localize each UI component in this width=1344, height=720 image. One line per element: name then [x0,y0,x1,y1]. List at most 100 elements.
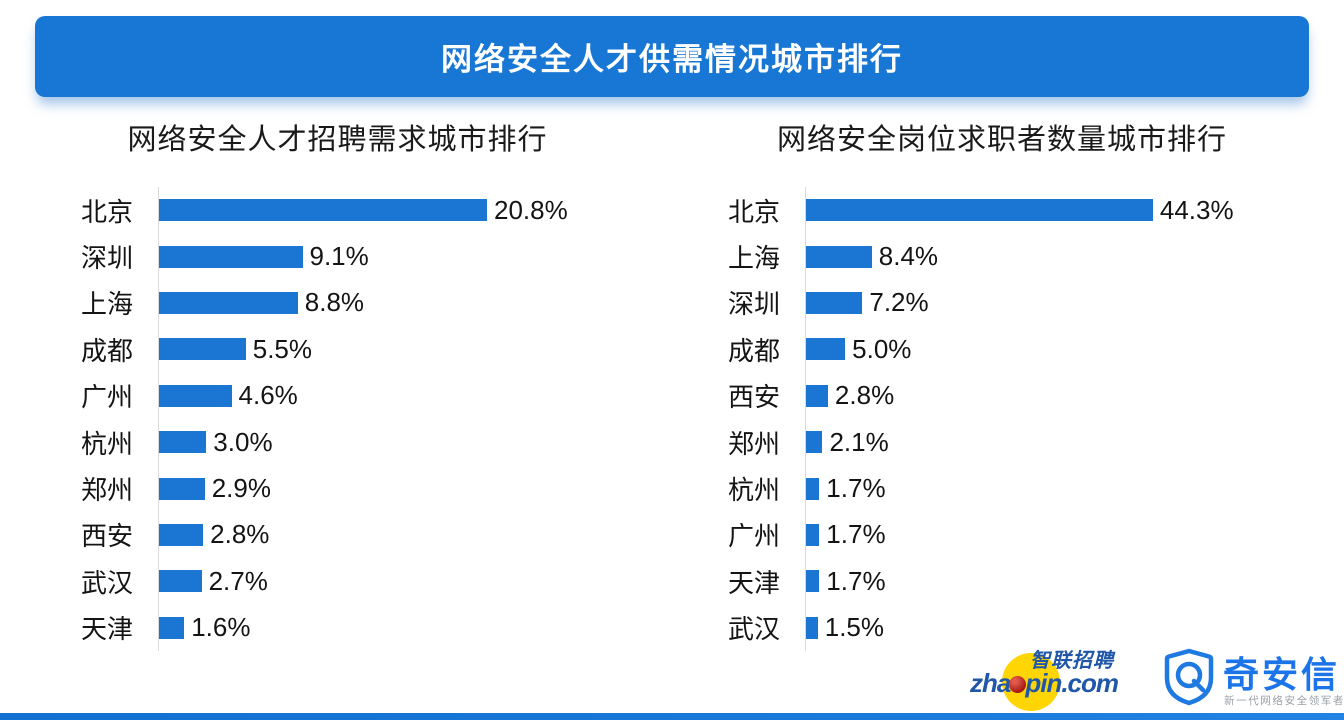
value-label: 5.5% [252,333,312,364]
category-label: 上海 [727,243,780,274]
bar-track: 1.7% [805,558,1344,605]
bar [159,245,303,268]
zhaopin-cn-text: 智联招聘 [1030,650,1114,672]
value-label: 2.7% [208,565,268,596]
category-label: 北京 [80,196,133,227]
bar [159,477,205,500]
bar [159,384,232,407]
jobseeker-chart-title: 网络安全岗位求职者数量城市排行 [776,124,1227,156]
zhaopin-domain-suffix: pin.com [1025,668,1119,698]
qianxin-shield-icon [1164,648,1214,706]
value-label: 1.7% [826,565,886,596]
bar [159,523,204,546]
bar-track: 4.6% [158,372,660,419]
jobseeker-chart: 网络安全岗位求职者数量城市排行 北京 44.3% 上海 8.4% 深圳 7.2% 成都 5.0… [707,120,1344,651]
value-label: 4.6% [238,380,298,411]
bar-track: 3.0% [158,418,660,466]
footer-strip [0,713,1344,720]
bar [806,431,823,454]
bar-row: 天津 1.6% [60,604,660,651]
bar [159,570,202,593]
value-label: 20.8% [494,194,568,225]
category-label: 武汉 [727,614,780,645]
zhaopin-red-dot-icon [1009,676,1027,693]
category-label: 西安 [727,382,780,413]
bar-row: 上海 8.4% [707,233,1344,280]
qianxin-tagline: 新一代网络安全领军者 [1224,695,1344,707]
category-label: 成都 [727,335,780,366]
value-label: 2.1% [829,426,889,457]
category-label: 深圳 [727,289,780,320]
bar-row: 广州 1.7% [707,511,1344,559]
qianxin-name: 奇安信 [1223,654,1341,695]
bar [159,291,298,314]
bar [806,616,818,639]
bar-track: 2.8% [158,511,660,559]
category-label: 武汉 [80,567,133,598]
value-label: 1.7% [826,519,886,550]
category-label: 北京 [727,196,780,227]
demand-chart-title: 网络安全人才招聘需求城市排行 [127,124,548,156]
bar-row: 西安 2.8% [60,511,660,559]
header-banner: 网络安全人才供需情况城市排行 [35,16,1309,97]
demand-chart: 网络安全人才招聘需求城市排行 北京 20.8% 深圳 9.1% 上海 8.8% 成都 5.5%… [60,120,660,651]
qianxin-logo: 奇安信 新一代网络安全领军者 [1163,646,1343,710]
value-label: 44.3% [1159,194,1234,225]
bar [806,384,828,407]
jobseeker-chart-plot: 北京 44.3% 上海 8.4% 深圳 7.2% 成都 5.0% 西安 2.8% 郑州 2.1% 杭州 1… [707,187,1344,651]
bar [806,291,863,314]
value-label: 2.8% [834,380,895,411]
bar-row: 深圳 9.1% [60,233,660,280]
bar [159,431,207,454]
bar-track: 44.3% [805,187,1344,234]
demand-chart-plot: 北京 20.8% 深圳 9.1% 上海 8.8% 成都 5.5% 广州 4.6% 杭州 3.0% 郑州 2… [60,187,660,651]
value-label: 2.8% [210,519,270,550]
page-title: 网络安全人才供需情况城市排行 [441,42,903,77]
value-label: 2.9% [211,473,271,504]
bar-track: 2.8% [805,372,1344,419]
category-label: 郑州 [80,475,133,506]
value-label: 1.6% [191,612,251,643]
bar-row: 北京 20.8% [60,187,660,234]
bar-row: 武汉 2.7% [60,558,660,605]
bar-row: 成都 5.5% [60,326,660,373]
bar [159,199,488,222]
footer-logos: 智联招聘 zha pin.com 奇安信 新一代网络安全领军者 [960,640,1344,712]
bar-track: 9.1% [158,233,660,280]
category-label: 杭州 [727,475,780,506]
bar [806,523,820,546]
bar-row: 杭州 3.0% [60,418,660,466]
bar [806,338,846,361]
bar-track: 1.7% [805,511,1344,559]
bar-row: 成都 5.0% [707,326,1344,373]
bar-track: 1.7% [805,465,1344,512]
category-label: 杭州 [80,428,133,459]
bar-track: 2.7% [158,558,660,605]
zhaopin-domain-text: zha pin.com [970,668,1119,699]
bar-track: 8.4% [805,233,1344,280]
bar-row: 杭州 1.7% [707,465,1344,512]
category-label: 成都 [80,335,133,366]
category-label: 天津 [727,567,780,598]
category-label: 郑州 [727,428,780,459]
category-label: 广州 [80,382,133,413]
category-label: 天津 [80,614,133,645]
bar-row: 郑州 2.9% [60,465,660,512]
value-label: 1.5% [824,612,884,643]
bar-row: 郑州 2.1% [707,418,1344,466]
category-label: 深圳 [80,243,133,274]
bar-row: 北京 44.3% [707,187,1344,234]
bar-track: 5.0% [805,326,1344,373]
bar [806,477,820,500]
category-label: 广州 [727,521,780,552]
bar [159,338,246,361]
category-label: 上海 [80,289,133,320]
bar [806,570,820,593]
value-label: 7.2% [869,287,929,318]
bar-track: 5.5% [158,326,660,373]
bar [159,616,185,639]
bar-track: 20.8% [158,187,660,234]
zhaopin-domain-prefix: zha [970,668,1011,698]
bar-row: 深圳 7.2% [707,279,1344,327]
value-label: 1.7% [826,473,886,504]
